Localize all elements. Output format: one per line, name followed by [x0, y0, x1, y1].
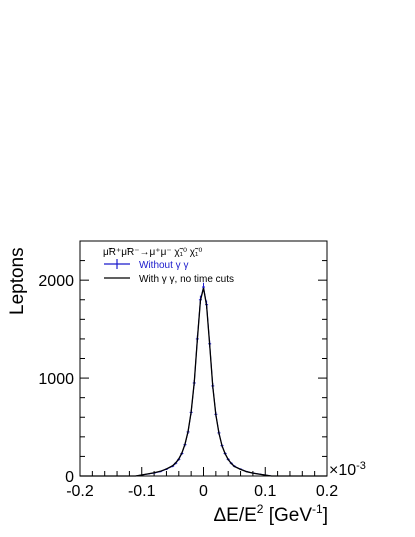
x-scale-note: ×10-3: [329, 460, 366, 479]
tick-labels: -0.2 -0.1 0 0.1 0.2 0 1000 2000: [38, 273, 338, 500]
legend-label-with: With γ γ, no time cuts: [139, 274, 234, 285]
series-1: [80, 287, 327, 477]
x-axis-title: ΔE/E2 [GeV-1]: [213, 502, 328, 526]
y-axis-title: Leptons: [7, 247, 28, 315]
x-axis-title-close: ]: [323, 505, 328, 526]
y-tick-label: 2000: [38, 273, 74, 290]
x-axis-title-sup: 2: [257, 502, 264, 516]
x-axis-title-unit-sup: -1: [312, 502, 323, 516]
y-tick-label: 1000: [38, 371, 74, 388]
process-label: μ̃R⁺μ̃R⁻→μ⁺μ⁻ χ̃₁⁰ χ̃₁⁰: [103, 247, 202, 258]
series-layer: [80, 282, 327, 477]
x-tick-label: -0.1: [128, 483, 156, 500]
x-axis-title-unit: [GeV: [263, 505, 312, 526]
legend: μ̃R⁺μ̃R⁻→μ⁺μ⁻ χ̃₁⁰ χ̃₁⁰ Without γ γ With…: [103, 247, 234, 285]
series-line: [80, 286, 327, 477]
plot-frame: [79, 240, 328, 477]
x-tick-label: 0: [199, 483, 208, 500]
series-line: [80, 287, 327, 477]
y-tick-label: 0: [65, 469, 74, 486]
x-tick-label: 0.1: [254, 483, 276, 500]
legend-label-without: Without γ γ: [139, 260, 188, 271]
x-scale-exp: -3: [356, 460, 366, 472]
x-tick-label: 0.2: [316, 483, 338, 500]
series-0: [80, 282, 327, 477]
x-tick-label: -0.2: [66, 483, 94, 500]
